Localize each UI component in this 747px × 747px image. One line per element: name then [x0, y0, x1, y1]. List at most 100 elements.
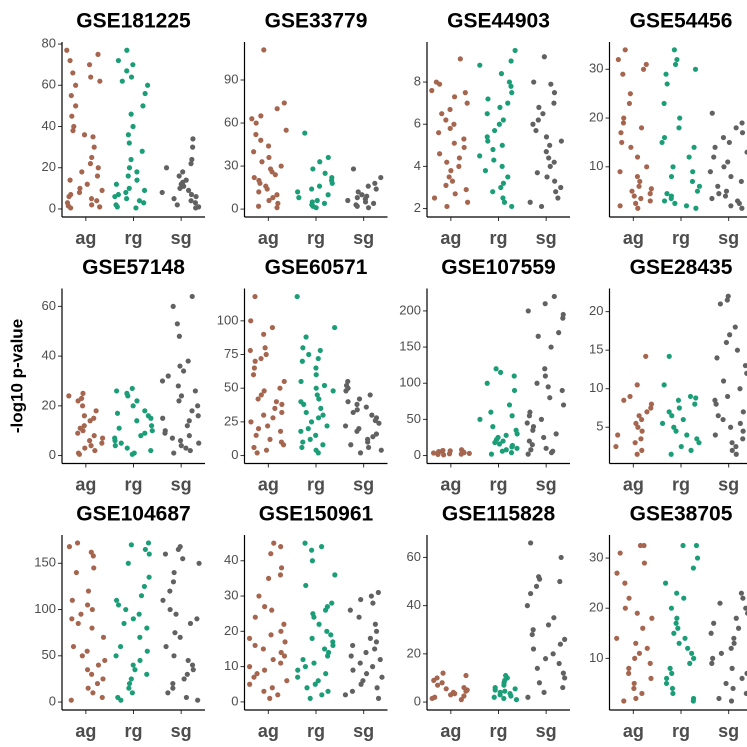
point	[322, 607, 329, 613]
point	[370, 200, 377, 206]
point	[525, 451, 531, 457]
point	[649, 615, 655, 621]
point	[613, 443, 619, 450]
point	[674, 56, 680, 63]
point	[345, 197, 351, 204]
point	[541, 54, 547, 60]
point	[620, 120, 627, 126]
point	[313, 205, 319, 211]
point	[456, 163, 462, 169]
point	[302, 130, 308, 136]
point	[124, 47, 130, 53]
point	[730, 685, 736, 692]
y-tick-label: 30	[224, 587, 238, 602]
y-tick-label: 20	[224, 623, 238, 638]
point	[73, 103, 79, 109]
point	[123, 606, 129, 613]
point	[648, 405, 654, 411]
point	[252, 358, 258, 364]
panel-title: GSE44903	[447, 10, 550, 33]
point	[673, 620, 679, 626]
point	[128, 74, 135, 80]
point	[684, 432, 690, 438]
point	[740, 428, 746, 434]
point	[639, 690, 645, 697]
y-tick-label: 25	[224, 413, 238, 428]
point	[548, 344, 554, 350]
point	[556, 660, 562, 667]
point	[324, 628, 330, 634]
point	[712, 144, 718, 150]
point	[196, 440, 202, 446]
point	[615, 432, 621, 438]
point	[451, 140, 457, 146]
point	[82, 445, 88, 451]
panel: GSE115828 ag rg sg 0 20 40 60	[407, 503, 570, 741]
point	[132, 667, 138, 673]
point	[676, 125, 682, 131]
y-tick-label: 15	[589, 342, 603, 357]
panel-title: GSE57148	[82, 256, 185, 279]
point	[311, 614, 317, 620]
point	[195, 403, 201, 409]
point	[254, 671, 260, 677]
point	[181, 676, 187, 682]
point	[528, 447, 534, 453]
point	[692, 401, 698, 407]
point	[272, 405, 278, 411]
point	[356, 396, 363, 402]
point	[142, 430, 148, 436]
y-tick-label: 100	[399, 375, 421, 390]
point	[80, 390, 86, 397]
point	[676, 640, 682, 646]
point	[509, 203, 515, 210]
point	[501, 199, 508, 205]
point	[677, 115, 683, 121]
point	[253, 432, 259, 438]
point	[542, 373, 548, 379]
point	[733, 451, 739, 457]
point	[500, 195, 506, 201]
point	[715, 183, 721, 189]
point	[305, 426, 311, 432]
point	[265, 423, 271, 429]
point	[255, 203, 262, 209]
point	[688, 447, 694, 453]
point	[112, 443, 118, 449]
point	[328, 632, 334, 638]
y-tick-label: 8	[414, 73, 421, 88]
point	[463, 672, 469, 679]
panel: GSE54456 ag rg sg 10 20 30	[589, 10, 747, 248]
point	[142, 90, 148, 97]
point	[527, 199, 533, 205]
y-tick-label: 75	[224, 346, 238, 361]
point	[115, 57, 122, 64]
point	[266, 197, 272, 204]
point	[634, 173, 641, 180]
y-tick-label: 40	[407, 597, 421, 612]
point	[253, 131, 259, 138]
point	[546, 155, 552, 161]
point	[299, 358, 305, 364]
point	[501, 682, 507, 688]
point	[134, 169, 140, 175]
point	[446, 174, 452, 180]
panel: GSE44903 ag rg sg 2 4 6 8	[414, 10, 570, 248]
point	[114, 410, 121, 416]
point	[562, 675, 568, 681]
point	[323, 671, 329, 677]
point	[93, 408, 99, 414]
point	[309, 558, 316, 564]
point	[659, 139, 665, 146]
point	[547, 395, 553, 401]
point	[451, 121, 457, 127]
point	[251, 444, 257, 451]
point	[669, 413, 675, 419]
point	[162, 430, 168, 436]
point	[126, 165, 133, 171]
point	[709, 195, 715, 202]
point	[247, 347, 253, 354]
point	[640, 625, 646, 631]
x-tick-label: ag	[623, 721, 644, 741]
point	[115, 602, 122, 608]
